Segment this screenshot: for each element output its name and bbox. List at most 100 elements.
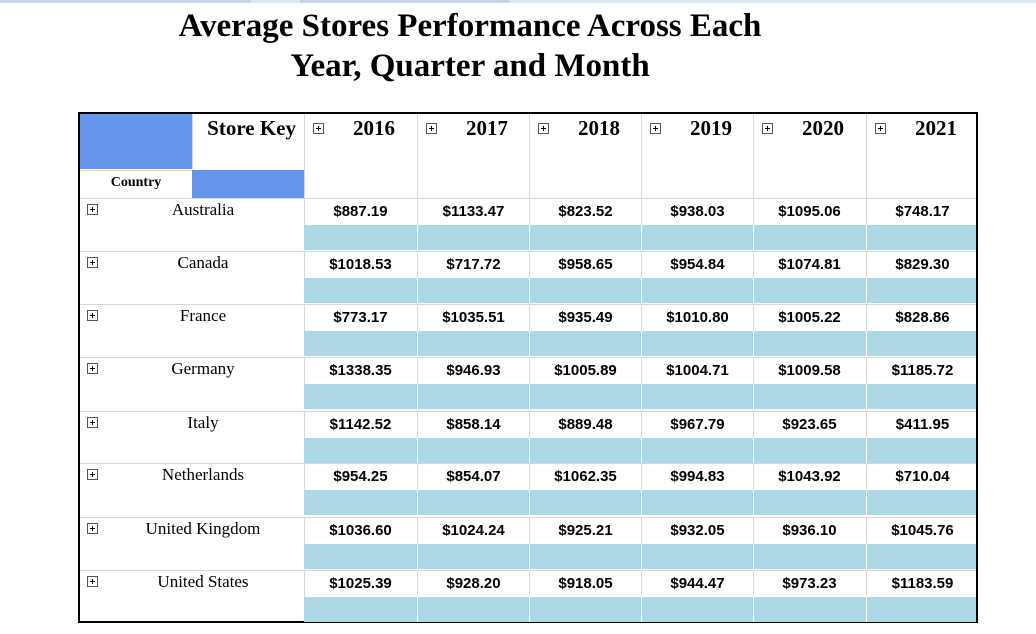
band-separator [529, 544, 530, 569]
row-divider [80, 463, 976, 464]
band-separator [417, 278, 418, 303]
band-separator [529, 438, 530, 463]
row-divider [80, 570, 976, 571]
band-separator [866, 331, 867, 356]
band-separator [753, 384, 754, 409]
country-name: Italy [187, 413, 219, 432]
value-cell: $828.86 [866, 304, 978, 331]
row-divider [80, 357, 976, 358]
band-separator [529, 490, 530, 515]
subtotal-band [304, 225, 976, 250]
table-row: Italy $1142.52 $858.14 $889.48 $967.79 $923.6… [80, 411, 976, 464]
subtotal-band [304, 490, 976, 515]
expand-year-icon[interactable] [313, 123, 324, 134]
table-row: Australia $887.19 $1133.47 $823.52 $938.03 $1… [80, 198, 976, 251]
band-separator [866, 278, 867, 303]
report-title-line-1: Average Stores Performance Across Each [178, 8, 762, 44]
value-cell: $1142.52 [304, 411, 416, 438]
value-cell: $411.95 [866, 411, 978, 438]
year-label: 2018 [578, 116, 620, 140]
corner-header-fill [80, 114, 192, 169]
table-row: United Kingdom $1036.60 $1024.24 $925.21 $93… [80, 517, 976, 570]
tab-strip-segment [0, 0, 250, 3]
value-cell: $1010.80 [641, 304, 753, 331]
value-cell: $710.04 [866, 463, 978, 490]
year-header: 2021 [866, 114, 978, 198]
table-row: Germany $1338.35 $946.93 $1005.89 $1004.71 $1… [80, 357, 976, 410]
expand-country-icon[interactable] [87, 310, 98, 321]
year-label: 2019 [690, 116, 732, 140]
year-header: 2019 [641, 114, 753, 198]
country-name: Australia [171, 200, 235, 219]
row-divider [80, 251, 976, 252]
value-cell: $773.17 [304, 304, 416, 331]
value-cell: $946.93 [417, 357, 529, 384]
expand-country-icon[interactable] [87, 417, 98, 428]
year-header: 2016 [304, 114, 416, 198]
value-cell: $923.65 [753, 411, 865, 438]
value-cell: $887.19 [304, 198, 416, 225]
value-cell: $973.23 [753, 570, 865, 597]
subtotal-band [304, 438, 976, 463]
value-cell: $1018.53 [304, 251, 416, 278]
subtotal-band [304, 331, 976, 356]
expand-country-icon[interactable] [87, 363, 98, 374]
country-name: United Kingdom [145, 519, 261, 538]
year-header: 2020 [753, 114, 865, 198]
expand-year-icon[interactable] [538, 123, 549, 134]
band-separator [417, 225, 418, 250]
band-separator [641, 225, 642, 250]
value-cell: $1045.76 [866, 517, 978, 544]
expand-country-icon[interactable] [87, 204, 98, 215]
expand-year-icon[interactable] [762, 123, 773, 134]
store-key-header: Store Key [192, 114, 304, 169]
value-cell: $932.05 [641, 517, 753, 544]
value-cell: $1043.92 [753, 463, 865, 490]
value-cell: $938.03 [641, 198, 753, 225]
expand-country-icon[interactable] [87, 257, 98, 268]
expand-year-icon[interactable] [650, 123, 661, 134]
band-separator [641, 597, 642, 622]
value-cell: $944.47 [641, 570, 753, 597]
expand-country-icon[interactable] [87, 576, 98, 587]
value-cell: $1005.89 [529, 357, 641, 384]
value-cell: $1024.24 [417, 517, 529, 544]
band-separator [529, 278, 530, 303]
band-separator [417, 331, 418, 356]
row-divider [80, 411, 976, 412]
band-separator [641, 278, 642, 303]
country-header: Country [80, 170, 192, 198]
expand-country-icon[interactable] [87, 523, 98, 534]
band-separator [753, 490, 754, 515]
table-row: Canada $1018.53 $717.72 $958.65 $954.84 $1074… [80, 251, 976, 304]
band-separator [641, 438, 642, 463]
band-separator [866, 544, 867, 569]
table-row: United States $1025.39 $928.20 $918.05 $944.… [80, 570, 976, 623]
country-name: United States [157, 572, 249, 591]
value-cell: $967.79 [641, 411, 753, 438]
country-header-fill [192, 170, 304, 198]
value-cell: $717.72 [417, 251, 529, 278]
value-cell: $1074.81 [753, 251, 865, 278]
subtotal-band [304, 278, 976, 303]
value-cell: $1062.35 [529, 463, 641, 490]
expand-country-icon[interactable] [87, 469, 98, 480]
country-name: France [179, 306, 227, 325]
band-separator [866, 597, 867, 622]
value-cell: $1009.58 [753, 357, 865, 384]
value-cell: $1036.60 [304, 517, 416, 544]
value-cell: $1095.06 [753, 198, 865, 225]
band-separator [417, 438, 418, 463]
expand-year-icon[interactable] [426, 123, 437, 134]
year-label: 2016 [353, 116, 395, 140]
band-separator [753, 438, 754, 463]
pivot-matrix: Store Key Country 2016 2017 2018 2019 2020 20… [78, 112, 978, 623]
value-cell: $823.52 [529, 198, 641, 225]
country-name: Canada [177, 253, 229, 272]
band-separator [529, 225, 530, 250]
value-cell: $994.83 [641, 463, 753, 490]
expand-year-icon[interactable] [875, 123, 886, 134]
band-separator [417, 384, 418, 409]
band-separator [753, 278, 754, 303]
value-cell: $936.10 [753, 517, 865, 544]
